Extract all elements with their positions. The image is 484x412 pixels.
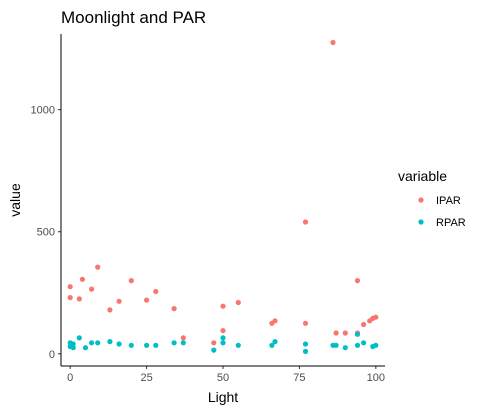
point-ipar: [171, 306, 177, 312]
point-rpar: [361, 340, 367, 346]
point-ipar: [361, 321, 367, 328]
x-axis-ticks: 0 25 50 75 100: [67, 366, 385, 384]
point-ipar: [79, 276, 85, 282]
point-rpar: [153, 342, 159, 348]
point-ipar: [67, 295, 73, 301]
point-rpar: [116, 341, 122, 347]
legend: variable IPAR RPAR: [398, 168, 466, 229]
point-rpar: [269, 342, 275, 348]
chart-title: Moonlight and PAR: [61, 8, 206, 27]
point-rpar: [272, 339, 278, 345]
x-tick-label: 0: [67, 372, 73, 384]
point-rpar: [333, 342, 339, 348]
point-ipar: [272, 318, 278, 324]
point-ipar: [67, 284, 73, 290]
point-ipar: [342, 330, 348, 336]
point-ipar: [302, 320, 309, 326]
point-rpar: [70, 341, 76, 347]
legend-label-ipar: IPAR: [436, 195, 461, 207]
y-axis-title: value: [7, 183, 23, 217]
legend-key-rpar: [418, 219, 424, 225]
point-ipar: [180, 335, 186, 341]
point-ipar: [302, 219, 309, 225]
point-rpar: [76, 335, 82, 341]
point-rpar: [95, 340, 101, 346]
point-ipar: [144, 297, 150, 303]
legend-title: variable: [398, 168, 447, 184]
point-rpar: [89, 340, 95, 346]
point-ipar: [220, 328, 226, 334]
point-rpar: [302, 341, 309, 347]
x-tick-label: 100: [367, 372, 385, 384]
point-ipar: [330, 39, 336, 46]
legend-label-rpar: RPAR: [436, 217, 466, 229]
point-ipar: [89, 286, 95, 292]
x-axis-title: Light: [208, 389, 238, 405]
point-rpar: [107, 339, 113, 345]
point-ipar: [235, 299, 241, 306]
legend-key-ipar: [418, 197, 424, 203]
point-ipar: [333, 330, 339, 336]
y-tick-label: 0: [49, 349, 55, 361]
point-ipar: [211, 340, 217, 346]
point-ipar: [153, 288, 159, 295]
x-tick-label: 25: [140, 372, 152, 384]
point-ipar: [116, 298, 122, 304]
point-rpar: [70, 345, 76, 351]
x-tick-label: 50: [217, 372, 229, 384]
point-rpar: [220, 335, 226, 341]
data-points: [67, 39, 379, 354]
point-rpar: [220, 340, 226, 346]
point-ipar: [373, 314, 379, 320]
point-ipar: [95, 264, 101, 270]
x-tick-label: 75: [293, 372, 305, 384]
y-tick-label: 1000: [31, 105, 55, 117]
point-rpar: [82, 345, 89, 351]
point-ipar: [107, 307, 113, 313]
point-ipar: [76, 296, 82, 302]
point-rpar: [354, 331, 361, 337]
point-rpar: [342, 345, 348, 351]
point-ipar: [220, 303, 226, 309]
y-tick-label: 500: [37, 227, 55, 239]
point-rpar: [235, 342, 241, 348]
point-rpar: [180, 340, 186, 346]
point-rpar: [354, 342, 361, 348]
point-rpar: [144, 342, 150, 348]
point-rpar: [373, 342, 379, 348]
point-rpar: [128, 342, 134, 348]
point-rpar: [211, 347, 217, 353]
point-rpar: [171, 340, 177, 346]
point-rpar: [302, 348, 309, 354]
point-ipar: [354, 278, 361, 284]
point-ipar: [128, 278, 134, 284]
y-axis-ticks: 0 500 1000: [31, 105, 61, 361]
